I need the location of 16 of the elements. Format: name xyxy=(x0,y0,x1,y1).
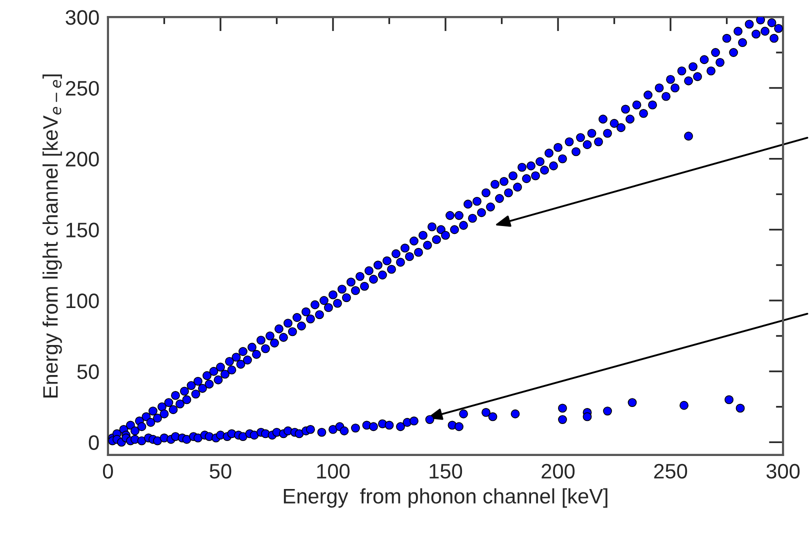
y-tick-label: 300 xyxy=(66,10,99,25)
x-axis-title: Energy from phonon channel [keV] xyxy=(284,488,608,508)
x-tick-label: 0 xyxy=(102,464,113,479)
x-tick-label: 50 xyxy=(210,464,232,479)
y-tick-label: 150 xyxy=(66,222,99,238)
x-tick-label: 100 xyxy=(317,464,350,479)
y-tick-label: 250 xyxy=(66,80,99,96)
y-axis-title: Energy from light channel [keV$_{e−e}$] xyxy=(42,74,62,398)
x-tick-label: 250 xyxy=(654,464,688,479)
x-tick-label: 200 xyxy=(542,464,575,479)
y-tick-label: 200 xyxy=(66,152,99,167)
y-tick-label: 100 xyxy=(66,294,99,308)
x-tick-label: 300 xyxy=(766,464,800,479)
y-tick-label: 50 xyxy=(77,364,99,380)
x-tick-label: 150 xyxy=(430,464,462,479)
y-tick-label: 0 xyxy=(88,435,99,450)
